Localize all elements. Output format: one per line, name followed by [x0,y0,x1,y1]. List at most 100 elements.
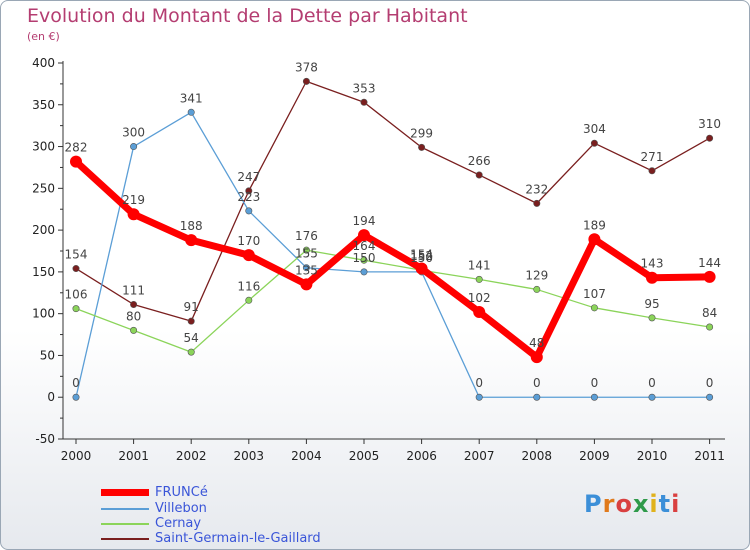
data-point [418,143,426,151]
x-tick-label: 2001 [118,449,149,463]
data-point [706,393,714,401]
data-point [646,271,658,284]
series-line [72,158,714,361]
data-point [706,134,714,142]
data-point [245,296,253,304]
y-tick-label: 250 [32,181,55,195]
data-label: 107 [583,287,606,301]
data-point [127,208,140,221]
data-label: 310 [698,117,721,131]
data-point [72,305,80,313]
data-point [475,393,483,401]
data-point [360,268,368,276]
y-tick-label: 100 [32,307,55,321]
series-line [75,111,711,398]
legend-label: Saint-Germain-le-Gaillard [155,531,321,546]
data-label: 154 [65,248,88,262]
data-point [648,393,656,401]
data-point [302,246,310,254]
data-point [473,305,486,318]
data-point [302,77,310,85]
data-point [648,167,656,175]
y-tick-label: 350 [32,98,55,112]
data-point [130,326,138,334]
chart-title: Evolution du Montant de la Dette par Hab… [27,5,468,27]
legend-item-frunce: FRUNCé [101,485,208,500]
proxiti-logo: Proxiti [584,490,681,518]
data-point [187,108,195,116]
legend-item-villebon: Villebon [101,501,207,516]
x-tick-label: 2009 [579,449,610,463]
legend-label: Cernay [155,516,202,531]
data-point [530,351,543,364]
y-tick-label: 300 [32,140,55,154]
data-label: 189 [583,218,606,232]
x-tick-label: 2007 [464,449,495,463]
x-tick-label: 2002 [176,449,207,463]
data-point [360,256,368,264]
data-label: 0 [475,376,483,390]
series-line [75,80,711,322]
data-point [475,275,483,283]
data-point [130,300,138,308]
data-point [588,233,601,246]
data-label: 304 [583,122,606,136]
data-label: 102 [468,291,491,305]
chart-unit-label: (en €) [27,30,60,43]
data-label: 95 [644,297,659,311]
data-label: 143 [641,257,664,271]
data-label: 111 [122,283,145,297]
data-point [706,323,714,331]
data-label: 353 [353,81,376,95]
data-point [245,187,253,195]
data-point [245,207,253,215]
data-label: 299 [410,126,433,140]
data-label: 247 [237,170,260,184]
data-label: 0 [72,376,80,390]
data-label: 176 [295,229,318,243]
data-label: 282 [65,141,88,155]
data-label: 0 [648,376,656,390]
x-tick-label: 2000 [61,449,92,463]
data-point [703,270,716,283]
data-label: 155 [295,247,318,261]
data-point [533,393,541,401]
data-label: 188 [180,219,203,233]
legend-item-cernay: Cernay [101,516,201,531]
y-tick-label: 0 [47,390,55,404]
data-label: 0 [591,376,599,390]
x-tick-label: 2011 [694,449,725,463]
data-label: 150 [353,251,376,265]
data-label: 164 [353,239,376,253]
legend-swatch [101,537,149,540]
data-point [72,393,80,401]
data-point [187,317,195,325]
data-label: 129 [525,268,548,282]
y-tick-label: -50 [35,432,55,446]
data-label: 91 [184,300,199,314]
data-point [358,229,370,242]
data-point [70,155,82,168]
data-label: 0 [706,376,714,390]
data-point [242,249,255,262]
data-label: 232 [525,182,548,196]
data-label: 0 [533,376,541,390]
legend-swatch [101,522,149,525]
data-label: 106 [65,288,88,302]
data-point [302,264,310,272]
data-point [72,265,80,273]
data-label: 48 [529,336,544,350]
data-point [360,98,368,106]
data-point [130,143,138,151]
data-point [475,171,483,179]
data-label: 194 [353,214,376,228]
data-label: 154 [410,248,433,262]
data-point [187,348,195,356]
data-label: 116 [237,279,260,293]
data-label: 54 [184,331,199,345]
legend-label: Villebon [155,501,207,516]
data-label: 341 [180,91,203,105]
data-point [185,234,198,247]
data-label: 80 [126,309,141,323]
